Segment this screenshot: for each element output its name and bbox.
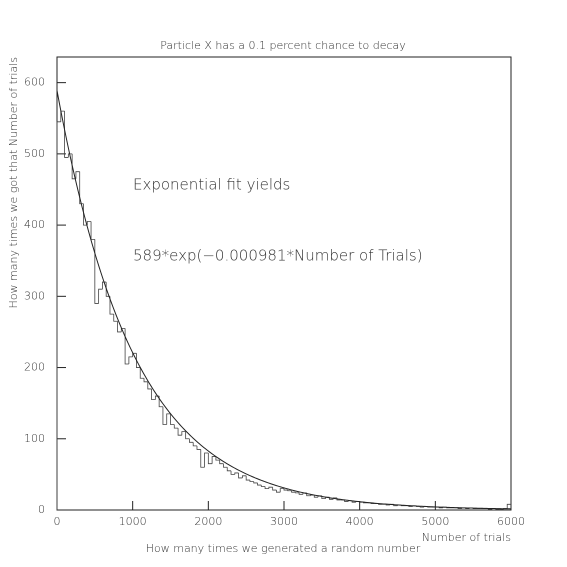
histogram-bin xyxy=(238,472,243,479)
histogram-bin xyxy=(181,431,186,436)
histogram-bin xyxy=(294,492,300,494)
x-tick-label: 5000 xyxy=(421,515,449,528)
y-tick-label: 200 xyxy=(24,361,45,374)
histogram-bin xyxy=(264,486,269,490)
histogram-bin xyxy=(276,490,281,493)
histogram-bin xyxy=(241,475,247,478)
histogram-bin xyxy=(268,486,273,489)
histogram-bin xyxy=(162,406,167,425)
histogram-bin xyxy=(279,488,284,493)
histogram-bin xyxy=(204,452,209,468)
x-tick-label: 6000 xyxy=(497,515,525,528)
histogram-bin xyxy=(166,413,171,425)
histogram-bin xyxy=(298,492,303,495)
y-tick-label: 500 xyxy=(24,147,45,160)
histogram-bin xyxy=(98,288,103,304)
x-tick-label: 1000 xyxy=(119,515,147,528)
y-tick-label: 600 xyxy=(24,76,45,89)
histogram-bin xyxy=(506,503,511,509)
histogram-bin xyxy=(211,456,216,464)
histogram-bin xyxy=(71,153,76,180)
histogram-bin xyxy=(283,488,288,491)
histogram-bin xyxy=(230,470,235,475)
histogram-bin xyxy=(215,456,220,461)
histogram-bin xyxy=(207,453,213,465)
histogram-bin xyxy=(257,482,262,486)
histogram-bin xyxy=(200,449,205,468)
histogram-bin xyxy=(189,438,194,443)
histogram-bin xyxy=(173,424,179,429)
histogram-bin xyxy=(56,121,61,510)
histogram-bin xyxy=(226,467,232,472)
histogram-bin xyxy=(128,356,133,364)
y-tick-label: 300 xyxy=(24,289,45,302)
histogram-bin xyxy=(113,314,118,322)
x-tick-label: 0 xyxy=(54,515,61,528)
annotation: 589*exp(−0.000981*Number of Trials) xyxy=(133,247,423,265)
histogram-bin xyxy=(249,480,254,482)
histogram-bin xyxy=(245,475,250,481)
histogram-bin xyxy=(313,495,319,498)
histogram-bin xyxy=(117,321,122,333)
y-tick-label: 400 xyxy=(24,218,45,231)
x-tick-label: 2000 xyxy=(194,515,222,528)
x-axis-label: Number of trials xyxy=(422,531,511,544)
histogram-bin xyxy=(75,171,80,179)
histogram-bin xyxy=(192,442,197,447)
histogram-bin xyxy=(223,463,228,468)
y-axis-label: How many times we got that Number of tri… xyxy=(7,57,20,308)
histogram-bin xyxy=(170,413,175,425)
histogram-bin xyxy=(219,460,224,465)
histogram-bin xyxy=(272,487,277,491)
x-tick-label: 4000 xyxy=(346,515,374,528)
histogram-bin xyxy=(124,328,129,365)
histogram-bin xyxy=(291,490,296,493)
histogram-bin xyxy=(147,381,152,390)
histogram-bin xyxy=(139,367,145,379)
histogram-bin xyxy=(94,239,99,304)
histogram-bin xyxy=(64,111,69,158)
histogram-bin xyxy=(109,296,114,315)
histogram-bin xyxy=(79,171,84,205)
x-axis-label-2: How many times we generated a random num… xyxy=(146,542,421,555)
histogram-bin xyxy=(102,281,107,290)
histogram-bin xyxy=(185,431,190,440)
histogram-bin xyxy=(67,153,73,158)
histogram-bin xyxy=(151,388,156,400)
x-tick-label: 3000 xyxy=(270,515,298,528)
chart-title: Particle X has a 0.1 percent chance to d… xyxy=(160,39,406,52)
annotation: Exponential fit yields xyxy=(133,176,290,194)
histogram-bin xyxy=(90,221,95,240)
y-tick-label: 100 xyxy=(24,432,45,445)
plot-frame xyxy=(56,56,512,511)
histogram-bin xyxy=(196,445,201,450)
histogram-bin xyxy=(234,472,239,475)
histogram-bin xyxy=(260,485,266,487)
histogram-bin xyxy=(177,428,182,436)
fit-curve xyxy=(56,90,512,510)
histogram-bin xyxy=(253,481,258,484)
histogram-bin xyxy=(287,490,292,492)
histogram-bin xyxy=(86,221,92,226)
histogram-bin xyxy=(158,396,163,408)
y-tick-label: 0 xyxy=(38,503,45,516)
histogram-bin xyxy=(143,378,148,383)
histogram-bin xyxy=(136,353,141,368)
histogram-bin xyxy=(344,500,349,502)
